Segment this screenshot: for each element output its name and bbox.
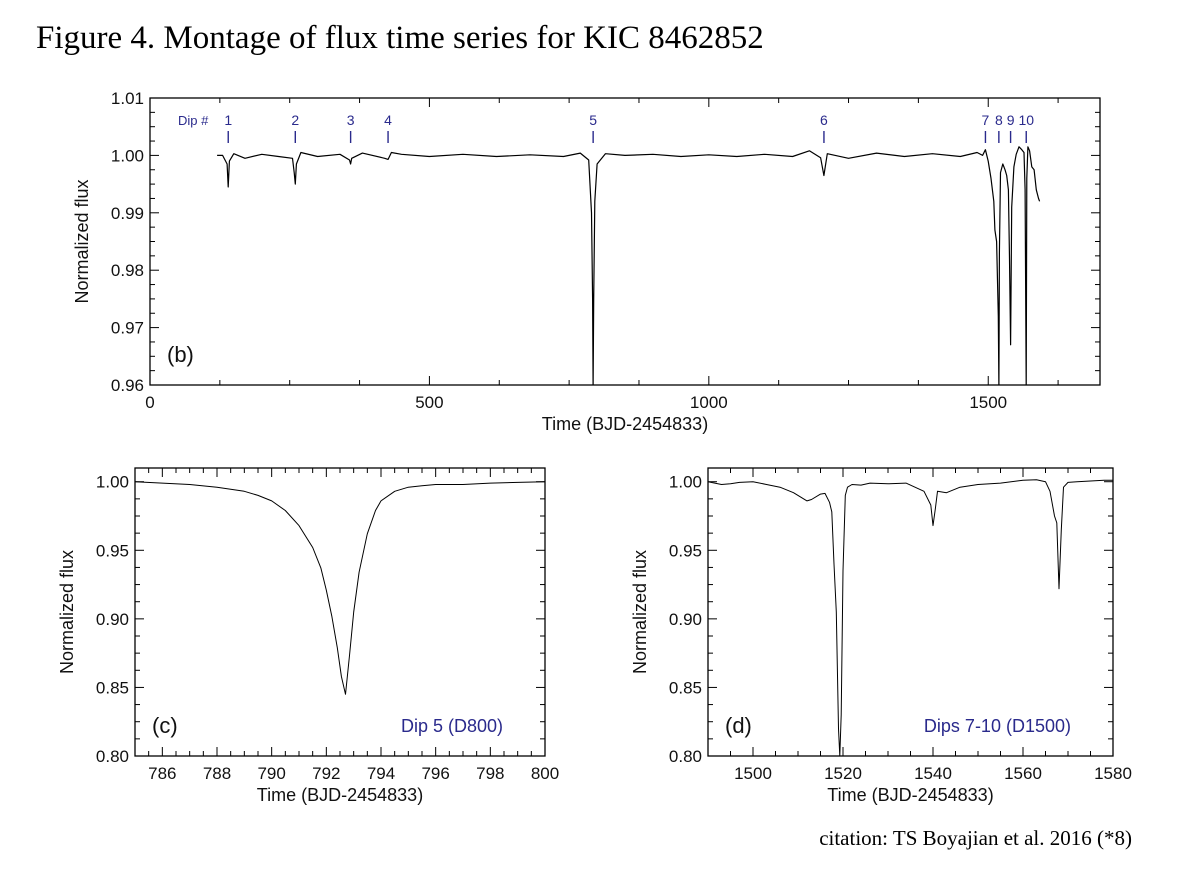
y-tick-label: 0.96	[111, 376, 144, 395]
y-tick-label: 0.98	[111, 261, 144, 280]
dip-marker-label: 7	[982, 112, 990, 128]
figure-title: Figure 4. Montage of flux time series fo…	[36, 20, 764, 56]
series-line	[708, 479, 1113, 756]
dip-marker-label: 2	[291, 112, 299, 128]
citation: citation: TS Boyajian et al. 2016 (*8)	[819, 826, 1132, 850]
chart-panel-b: 0 500 1000 1500 0.96 0.97 0.98 0.99 1.00 1.01 Time…	[72, 89, 1101, 434]
y-axis-label: Normalized flux	[72, 179, 92, 303]
x-tick-label: 1540	[914, 764, 952, 783]
y-tick-label: 0.80	[96, 747, 129, 766]
plot-frame	[134, 467, 546, 757]
y-tick-label: 0.85	[669, 678, 702, 697]
x-tick-label: 796	[421, 764, 449, 783]
x-axis-label: Time (BJD-2454833)	[827, 785, 993, 805]
chart-panel-c: 786 788 790 792 794 796 798 800 0.80 0.85 0.90 0.95…	[57, 467, 559, 805]
dip-marker-label: 8	[995, 112, 1003, 128]
panel-label: (b)	[167, 342, 194, 367]
x-tick-label: 800	[531, 764, 559, 783]
x-tick-label: 1500	[969, 393, 1007, 412]
y-tick-label: 0.85	[96, 678, 129, 697]
x-tick-label: 1500	[734, 764, 772, 783]
y-tick-label: 0.90	[96, 610, 129, 629]
plot-frame	[707, 467, 1114, 757]
dip-marker-label: 3	[347, 112, 355, 128]
dip-marker-label: 10	[1018, 112, 1034, 128]
x-tick-label: 790	[257, 764, 285, 783]
y-tick-label: 1.00	[111, 146, 144, 165]
dip-marker-label: 4	[384, 112, 392, 128]
x-tick-label: 0	[145, 393, 154, 412]
y-tick-label: 0.95	[96, 541, 129, 560]
y-tick-label: 0.97	[111, 319, 144, 338]
x-tick-label: 500	[415, 393, 443, 412]
chart-panel-d: 1500 1520 1540 1560 1580 0.80 0.85 0.90 0.95 1.00…	[630, 467, 1132, 805]
x-tick-label: 798	[476, 764, 504, 783]
panel-annotation: Dip 5 (D800)	[401, 716, 503, 736]
x-tick-label: 794	[367, 764, 395, 783]
dip-marker-label: 6	[820, 112, 828, 128]
panel-label: (c)	[152, 713, 178, 738]
dip-header: Dip #	[178, 113, 209, 128]
y-tick-label: 0.80	[669, 747, 702, 766]
y-axis-label: Normalized flux	[630, 550, 650, 674]
x-axis-label: Time (BJD-2454833)	[257, 785, 423, 805]
x-tick-label: 792	[312, 764, 340, 783]
x-tick-label: 1000	[690, 393, 728, 412]
series-line	[217, 146, 1041, 385]
y-tick-label: 1.01	[111, 89, 144, 108]
y-tick-label: 1.00	[669, 473, 702, 492]
x-tick-label: 1520	[824, 764, 862, 783]
x-tick-label: 788	[203, 764, 231, 783]
panel-annotation: Dips 7-10 (D1500)	[924, 716, 1071, 736]
dip-marker-label: 5	[589, 112, 597, 128]
y-axis-label: Normalized flux	[57, 550, 77, 674]
x-axis-label: Time (BJD-2454833)	[542, 414, 708, 434]
x-tick-label: 1580	[1094, 764, 1132, 783]
y-tick-label: 0.95	[669, 541, 702, 560]
x-tick-label: 1560	[1004, 764, 1042, 783]
y-tick-label: 1.00	[96, 473, 129, 492]
series-line	[135, 481, 545, 695]
x-tick-label: 786	[148, 764, 176, 783]
dip-marker-label: 1	[224, 112, 232, 128]
plot-frame	[149, 97, 1101, 386]
y-tick-label: 0.90	[669, 610, 702, 629]
y-tick-label: 0.99	[111, 204, 144, 223]
panel-label: (d)	[725, 713, 752, 738]
dip-marker-label: 9	[1007, 112, 1015, 128]
